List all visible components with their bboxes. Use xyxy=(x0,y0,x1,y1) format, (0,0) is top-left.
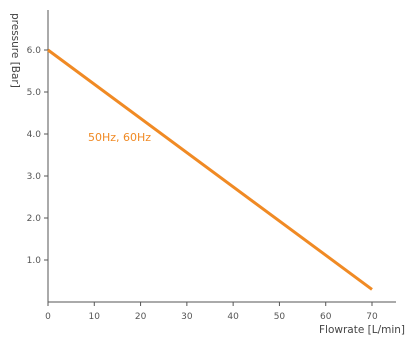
series-layer xyxy=(47,48,373,291)
y-tick-label: 4.0 xyxy=(27,130,42,140)
y-ticks: 1.0 2.0 3.0 4.0 5.0 6.0 xyxy=(27,46,48,266)
x-axis-title: Flowrate [L/min] xyxy=(319,324,405,336)
x-tick-label: 60 xyxy=(320,312,332,322)
y-axis-title: pressure [Bar] xyxy=(9,13,21,88)
y-tick-label: 3.0 xyxy=(27,172,42,182)
x-tick-label: 50 xyxy=(274,312,286,322)
x-tick-label: 20 xyxy=(135,312,147,322)
x-tick-label: 0 xyxy=(45,312,51,322)
y-tick-label: 2.0 xyxy=(27,214,42,224)
x-tick-label: 30 xyxy=(181,312,193,322)
x-tick-label: 40 xyxy=(227,312,239,322)
y-tick-label: 6.0 xyxy=(27,46,42,56)
series-line xyxy=(47,48,373,291)
series-label: 50Hz, 60Hz xyxy=(88,131,151,144)
x-tick-label: 10 xyxy=(89,312,101,322)
x-tick-label: 70 xyxy=(366,312,378,322)
x-ticks: 0 10 20 30 40 50 60 70 xyxy=(45,302,378,322)
axes xyxy=(47,10,396,303)
y-tick-label: 5.0 xyxy=(27,88,42,98)
y-tick-label: 1.0 xyxy=(27,256,42,266)
